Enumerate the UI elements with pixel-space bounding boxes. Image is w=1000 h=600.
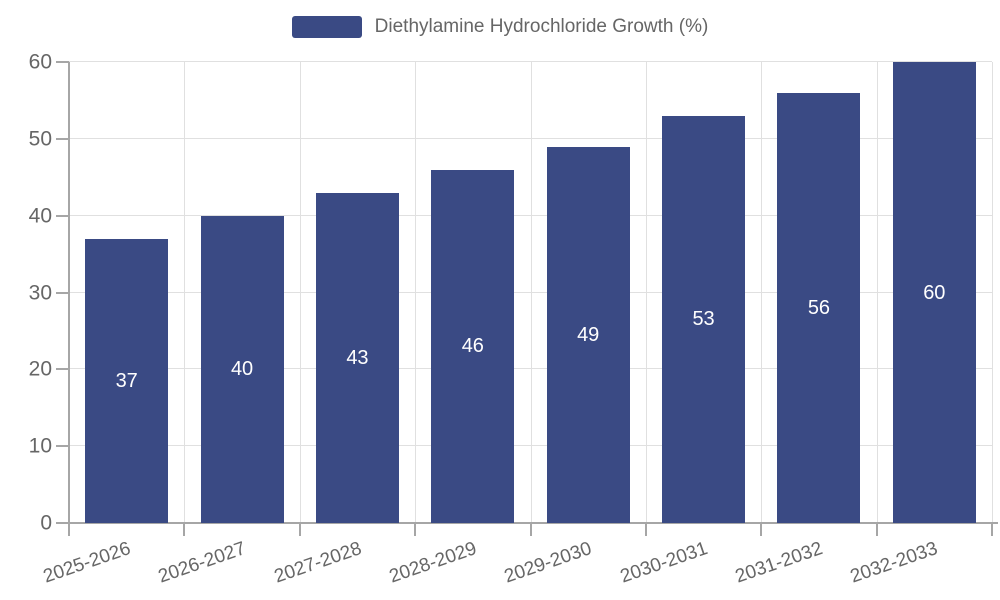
y-axis-tick: [56, 522, 69, 524]
gridline-vertical: [415, 62, 417, 523]
bar[interactable]: 40: [200, 215, 284, 523]
plot-area: 0 10 20 30 40 50 60 37 40 43 46 49 53 56 60 2025-2026 20…: [29, 52, 998, 587]
x-axis-tick: [68, 523, 70, 536]
x-tick-label: 2028-2029: [386, 538, 480, 588]
y-axis-tick: [56, 445, 69, 448]
legend-item[interactable]: Diethylamine Hydrochloride Growth (%): [0, 16, 1000, 38]
gridline-vertical: [530, 62, 532, 523]
bar[interactable]: 56: [777, 92, 861, 523]
x-axis-tick: [183, 523, 186, 536]
y-tick-label: 30: [28, 281, 52, 304]
bar-value-label: 40: [230, 358, 254, 381]
x-axis-tick: [298, 523, 301, 536]
x-tick-label: 2032-2033: [848, 538, 941, 588]
x-tick-label: 2025-2026: [40, 538, 134, 588]
x-tick-label: 2029-2030: [501, 538, 595, 588]
bar-value-label: 37: [115, 369, 138, 392]
bar-value-label: 60: [923, 281, 946, 304]
x-tick-label: 2030-2031: [617, 538, 711, 588]
bar[interactable]: 60: [892, 62, 976, 523]
x-axis-tick: [529, 523, 532, 536]
y-axis-tick: [56, 368, 69, 371]
x-axis-line: [68, 522, 998, 524]
x-axis-tick: [875, 523, 878, 536]
bar[interactable]: 53: [662, 115, 746, 523]
gridline-horizontal: [69, 61, 992, 62]
x-axis-tick: [991, 523, 993, 536]
gridline-vertical: [645, 62, 647, 523]
y-tick-label: 10: [28, 434, 52, 458]
y-axis-line: [68, 62, 70, 523]
y-axis-tick: [56, 291, 69, 294]
x-tick-label: 2031-2032: [732, 538, 826, 588]
x-axis-tick: [644, 523, 647, 536]
legend-swatch: [291, 16, 362, 38]
legend-label: Diethylamine Hydrochloride Growth (%): [374, 16, 709, 37]
gridline-vertical: [876, 62, 878, 523]
x-axis-tick: [760, 523, 763, 536]
x-tick-label: 2026-2027: [155, 538, 249, 588]
y-axis-tick: [56, 61, 69, 63]
bar-value-label: 43: [346, 346, 369, 369]
gridline-vertical: [299, 62, 301, 523]
y-axis-tick: [56, 214, 69, 217]
y-axis-tick: [56, 137, 69, 140]
y-tick-label: 40: [28, 204, 52, 228]
bar-value-label: 46: [461, 335, 484, 358]
bar[interactable]: 46: [431, 169, 515, 523]
gridline-vertical: [184, 62, 186, 523]
bar[interactable]: 43: [315, 192, 399, 523]
x-tick-label: 2027-2028: [271, 538, 364, 588]
bar[interactable]: 37: [85, 238, 169, 523]
bar-value-label: 49: [577, 323, 600, 346]
gridline-vertical: [761, 62, 763, 523]
x-axis-tick: [414, 523, 417, 536]
y-tick-label: 60: [28, 50, 52, 74]
bar-value-label: 56: [807, 296, 831, 319]
y-tick-label: 20: [28, 357, 52, 381]
bar[interactable]: 49: [546, 146, 630, 523]
gridline-vertical: [992, 62, 993, 523]
y-tick-label: 0: [40, 511, 52, 535]
y-tick-label: 50: [28, 127, 52, 151]
bar-value-label: 53: [692, 308, 715, 331]
